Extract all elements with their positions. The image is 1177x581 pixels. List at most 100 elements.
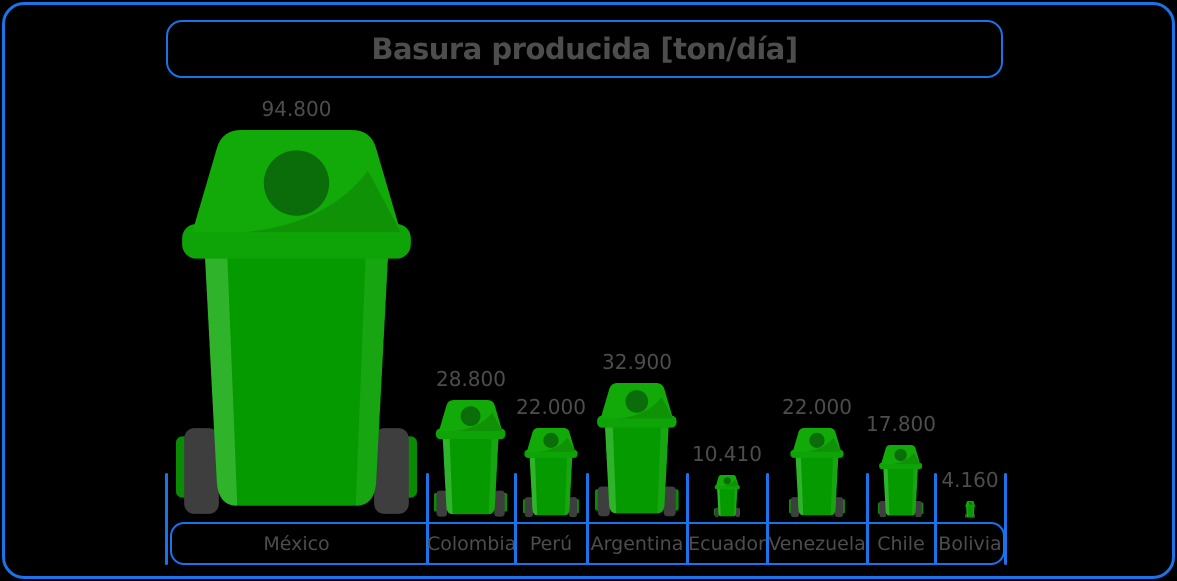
bin-body-highlight-right bbox=[564, 455, 573, 516]
bin-wheel-left bbox=[598, 486, 611, 517]
trash-bin-icon bbox=[434, 400, 508, 517]
category-label: Chile bbox=[877, 533, 925, 555]
bin-group: 94.800 bbox=[166, 0, 427, 518]
bin-lid-shade bbox=[539, 437, 576, 452]
cell-divider bbox=[513, 473, 517, 565]
bin-lid-shade bbox=[245, 170, 401, 233]
bin-wheel-right bbox=[663, 486, 676, 517]
value-label: 22.000 bbox=[516, 394, 586, 419]
bin-lid-shade bbox=[967, 502, 975, 506]
cell-divider bbox=[685, 473, 689, 565]
bin-lid-flange bbox=[879, 462, 923, 470]
trash-bin-icon bbox=[176, 129, 417, 514]
bin-lid-flange bbox=[964, 505, 976, 507]
bin-body bbox=[795, 455, 839, 516]
bin-body bbox=[605, 424, 669, 514]
bin-lid-shade bbox=[721, 479, 739, 487]
category-label: Bolivia bbox=[938, 533, 1002, 555]
category-label: Venezuela bbox=[768, 533, 866, 555]
bin-lid-flange bbox=[790, 449, 844, 458]
bin-body-highlight-left bbox=[605, 424, 617, 514]
bin-lid-shade bbox=[455, 412, 503, 432]
bin-lid-hole bbox=[809, 432, 825, 448]
bin-wheel-right bbox=[735, 508, 740, 518]
category-label: Ecuador bbox=[688, 533, 766, 555]
bin-wheel-left bbox=[879, 501, 887, 518]
bin-wheel-right bbox=[973, 514, 975, 518]
bin-lid-flange bbox=[182, 223, 411, 259]
bin-body-highlight-right bbox=[972, 506, 975, 518]
bin-group: 22.000 bbox=[515, 0, 587, 518]
bin-body-highlight-left bbox=[716, 488, 721, 517]
bin-wheel-left bbox=[436, 490, 448, 517]
bin-body-highlight-right bbox=[912, 467, 919, 516]
trash-bin-icon bbox=[713, 475, 741, 518]
bin-body bbox=[965, 506, 975, 518]
value-label: 94.800 bbox=[261, 96, 332, 121]
bin-wheel-right bbox=[374, 428, 409, 514]
bin-wheel-left bbox=[714, 508, 719, 518]
bin-group: 10.410 bbox=[687, 0, 767, 518]
bin-lid-hole bbox=[968, 501, 972, 505]
bin-group: 22.000 bbox=[767, 0, 867, 518]
value-label: 28.800 bbox=[436, 367, 506, 392]
category-label: México bbox=[263, 533, 330, 555]
cell-divider bbox=[425, 473, 429, 565]
cell-divider bbox=[585, 473, 589, 565]
bin-lid-hole bbox=[263, 150, 330, 216]
bin-lid-shade bbox=[891, 452, 921, 465]
page-title: Basura producida [ton/día] bbox=[371, 32, 798, 66]
trash-bin-icon bbox=[523, 427, 579, 518]
bin-wheel-right bbox=[915, 501, 923, 518]
bin-body-highlight-right bbox=[488, 436, 499, 515]
bin-lid-hole bbox=[461, 406, 481, 427]
bin-group: 28.800 bbox=[427, 0, 515, 518]
bin-body-highlight-left bbox=[204, 248, 238, 506]
bin-lid-hole bbox=[723, 477, 731, 485]
bin-body-highlight-left bbox=[529, 455, 538, 516]
bin-body-highlight-right bbox=[733, 488, 738, 517]
bin-body bbox=[529, 455, 573, 516]
cell-divider bbox=[1003, 473, 1007, 565]
bin-lid-flange bbox=[436, 428, 506, 440]
bin-wheel-left bbox=[965, 514, 967, 518]
category-label: Perú bbox=[529, 533, 573, 555]
bin-lid-hole bbox=[543, 432, 559, 448]
bin-body-highlight-left bbox=[965, 506, 968, 518]
cell-divider bbox=[865, 473, 869, 565]
bin-body-highlight-right bbox=[657, 424, 669, 514]
bin-wheel-right bbox=[494, 490, 506, 517]
bin-lid-shade bbox=[805, 437, 842, 452]
value-label: 32.900 bbox=[602, 350, 672, 375]
value-label: 4.160 bbox=[941, 467, 999, 492]
bin-group: 32.900 bbox=[587, 0, 687, 518]
bin-lid-flange bbox=[524, 449, 578, 458]
category-label: Argentina bbox=[590, 533, 684, 555]
cell-divider bbox=[765, 473, 769, 565]
category-label: Colombia bbox=[427, 533, 517, 555]
value-label: 17.800 bbox=[866, 412, 936, 437]
title-box: Basura producida [ton/día] bbox=[166, 20, 1003, 78]
bin-group: 4.160 bbox=[935, 0, 1005, 518]
trash-bin-icon bbox=[595, 383, 679, 517]
trash-bin-icon bbox=[878, 445, 924, 518]
bin-body-highlight-right bbox=[355, 248, 389, 506]
bin-wheel-left bbox=[524, 497, 533, 518]
value-label: 22.000 bbox=[782, 394, 852, 419]
cell-divider bbox=[933, 473, 937, 565]
bin-lid-hole bbox=[894, 448, 908, 462]
bin-group: 17.800 bbox=[866, 0, 936, 518]
bin-wheel-right bbox=[569, 497, 578, 518]
trash-bin-icon bbox=[789, 427, 845, 518]
bin-body bbox=[443, 436, 499, 515]
bin-body-highlight-right bbox=[830, 455, 839, 516]
bin-body-highlight-left bbox=[443, 436, 454, 515]
bin-lid-shade bbox=[619, 397, 674, 419]
cell-divider bbox=[164, 473, 168, 565]
value-label: 10.410 bbox=[692, 442, 762, 467]
bin-lid-flange bbox=[597, 415, 677, 428]
trash-bin-icon bbox=[964, 500, 976, 518]
bin-wheel-left bbox=[184, 428, 219, 514]
bin-body bbox=[716, 488, 738, 517]
